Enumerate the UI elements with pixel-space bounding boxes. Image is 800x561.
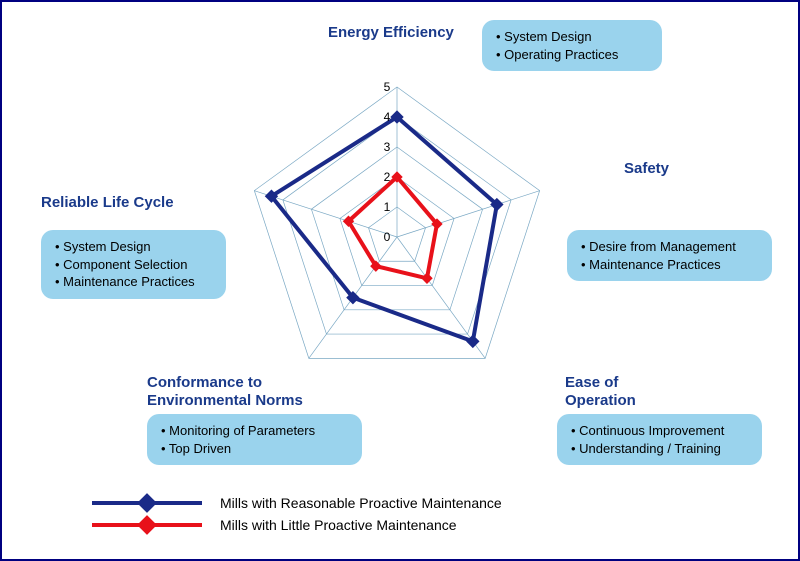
legend: Mills with Reasonable Proactive Maintena…: [92, 495, 502, 539]
chart-container: 0 1 2 3 4 5 Energy Efficiency Safety Ease of Op…: [2, 2, 800, 472]
axis-title-energy: Energy Efficiency: [328, 24, 454, 42]
tick-label: 3: [384, 140, 391, 154]
tick-label: 5: [384, 80, 391, 94]
legend-row-little: Mills with Little Proactive Maintenance: [92, 517, 502, 533]
tick-label: 4: [384, 110, 391, 124]
axis-title-reliable: Reliable Life Cycle: [41, 194, 174, 212]
tick-label: 1: [384, 200, 391, 214]
axis-box-energy: • System Design• Operating Practices: [482, 20, 662, 71]
axis-title-conform: Conformance to Environmental Norms: [147, 374, 303, 410]
legend-label-little: Mills with Little Proactive Maintenance: [220, 517, 457, 533]
axis-box-reliable: • System Design• Component Selection• Ma…: [41, 230, 226, 299]
axis-title-safety: Safety: [624, 160, 669, 178]
axis-title-ease: Ease of Operation: [565, 374, 636, 410]
axis-box-conform: • Monitoring of Parameters• Top Driven: [147, 414, 362, 465]
axis-box-safety: • Desire from Management• Maintenance Pr…: [567, 230, 772, 281]
axis-box-ease: • Continuous Improvement• Understanding …: [557, 414, 762, 465]
radar-chart-frame: 0 1 2 3 4 5 Energy Efficiency Safety Ease of Op…: [0, 0, 800, 561]
legend-label-reasonable: Mills with Reasonable Proactive Maintena…: [220, 495, 502, 511]
legend-swatch-little: [92, 523, 202, 527]
tick-label: 0: [384, 230, 391, 244]
legend-row-reasonable: Mills with Reasonable Proactive Maintena…: [92, 495, 502, 511]
legend-swatch-reasonable: [92, 501, 202, 505]
tick-label: 2: [384, 170, 391, 184]
